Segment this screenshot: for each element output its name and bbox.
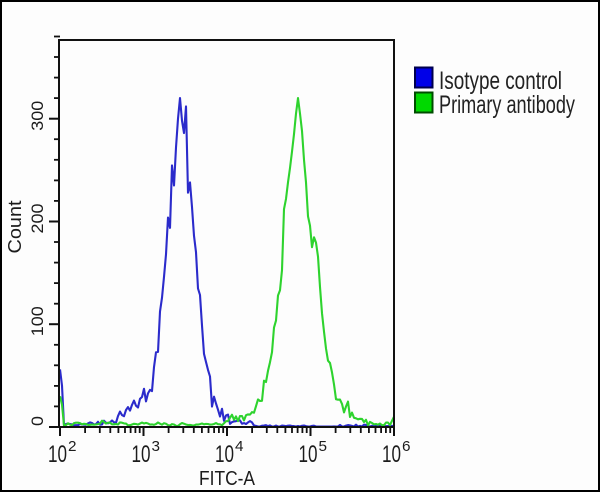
svg-text:5: 5	[319, 438, 328, 455]
svg-text:10: 10	[132, 441, 151, 468]
svg-text:10: 10	[215, 441, 234, 468]
svg-text:Isotype control: Isotype control	[439, 67, 562, 95]
svg-text:2: 2	[68, 438, 77, 455]
svg-text:200: 200	[28, 204, 47, 234]
svg-text:10: 10	[299, 441, 318, 468]
svg-text:300: 300	[28, 101, 47, 131]
svg-text:FITC-A: FITC-A	[199, 467, 255, 490]
svg-text:Count: Count	[4, 201, 25, 254]
svg-text:Primary antibody: Primary antibody	[439, 91, 575, 119]
svg-text:100: 100	[28, 306, 47, 336]
svg-text:3: 3	[152, 438, 161, 455]
svg-text:4: 4	[235, 438, 244, 455]
svg-text:10: 10	[48, 441, 67, 468]
svg-text:6: 6	[402, 438, 411, 455]
svg-text:0: 0	[28, 416, 47, 426]
svg-text:10: 10	[382, 441, 401, 468]
